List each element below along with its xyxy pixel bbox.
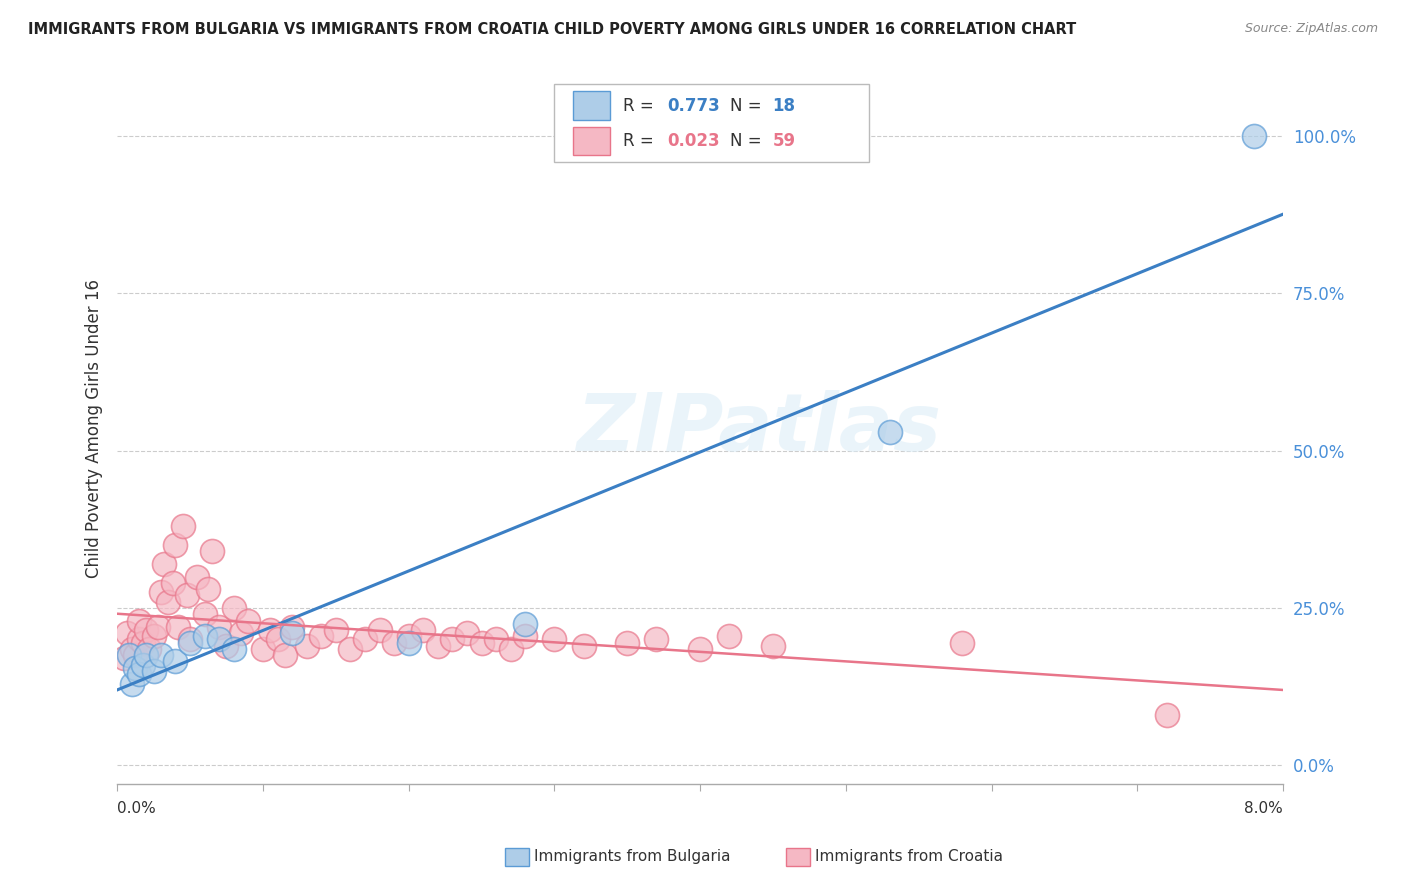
Point	[274, 648, 297, 663]
Point	[718, 629, 741, 643]
Point	[114, 651, 136, 665]
Point	[179, 635, 201, 649]
Point	[135, 648, 157, 663]
Point	[339, 641, 361, 656]
Point	[138, 641, 160, 656]
Point	[194, 607, 217, 622]
Point	[229, 626, 252, 640]
Text: 0.0%: 0.0%	[117, 800, 156, 815]
Point	[179, 632, 201, 647]
Point	[572, 639, 595, 653]
Point	[222, 641, 245, 656]
Point	[132, 635, 155, 649]
Point	[689, 641, 711, 656]
Text: Immigrants from Croatia: Immigrants from Croatia	[815, 849, 1004, 863]
Point	[132, 657, 155, 672]
Point	[194, 629, 217, 643]
Point	[266, 632, 288, 647]
Point	[128, 667, 150, 681]
FancyBboxPatch shape	[574, 92, 610, 120]
Text: 0.773: 0.773	[668, 96, 720, 115]
Point	[470, 635, 492, 649]
Point	[762, 639, 785, 653]
Point	[309, 629, 332, 643]
Point	[398, 635, 420, 649]
Point	[485, 632, 508, 647]
Text: N =: N =	[731, 96, 768, 115]
Text: R =: R =	[623, 96, 659, 115]
Text: IMMIGRANTS FROM BULGARIA VS IMMIGRANTS FROM CROATIA CHILD POVERTY AMONG GIRLS UN: IMMIGRANTS FROM BULGARIA VS IMMIGRANTS F…	[28, 22, 1077, 37]
Point	[124, 648, 146, 663]
Point	[153, 557, 176, 571]
FancyBboxPatch shape	[554, 84, 869, 161]
Point	[412, 623, 434, 637]
Point	[165, 655, 187, 669]
Point	[172, 519, 194, 533]
Point	[952, 635, 974, 649]
Point	[456, 626, 478, 640]
Text: 8.0%: 8.0%	[1244, 800, 1284, 815]
Point	[128, 614, 150, 628]
Point	[208, 632, 231, 647]
Point	[167, 620, 190, 634]
Text: Source: ZipAtlas.com: Source: ZipAtlas.com	[1244, 22, 1378, 36]
Point	[124, 661, 146, 675]
Point	[645, 632, 668, 647]
Point	[118, 648, 141, 663]
Point	[165, 538, 187, 552]
Point	[135, 623, 157, 637]
Text: 18: 18	[772, 96, 796, 115]
Point	[157, 595, 180, 609]
Point	[354, 632, 377, 647]
Point	[128, 632, 150, 647]
Point	[176, 588, 198, 602]
Point	[208, 620, 231, 634]
Point	[382, 635, 405, 649]
Point	[162, 575, 184, 590]
Point	[325, 623, 347, 637]
Point	[426, 639, 449, 653]
Point	[197, 582, 219, 596]
Point	[543, 632, 565, 647]
Point	[149, 648, 172, 663]
Point	[1156, 708, 1178, 723]
Point	[215, 639, 238, 653]
Point	[499, 641, 522, 656]
Point	[121, 641, 143, 656]
Text: N =: N =	[731, 132, 768, 150]
Text: R =: R =	[623, 132, 659, 150]
Point	[368, 623, 391, 637]
Point	[515, 629, 537, 643]
Point	[121, 676, 143, 690]
Point	[616, 635, 638, 649]
Text: ZIPatlas: ZIPatlas	[576, 390, 941, 467]
Point	[142, 629, 165, 643]
Text: Immigrants from Bulgaria: Immigrants from Bulgaria	[534, 849, 731, 863]
Point	[398, 629, 420, 643]
Point	[186, 569, 208, 583]
Y-axis label: Child Poverty Among Girls Under 16: Child Poverty Among Girls Under 16	[86, 279, 103, 578]
Point	[201, 544, 224, 558]
Point	[441, 632, 464, 647]
Point	[146, 620, 169, 634]
Point	[149, 585, 172, 599]
Point	[879, 425, 901, 439]
Point	[281, 620, 304, 634]
Point	[515, 616, 537, 631]
Point	[259, 623, 281, 637]
Point	[252, 641, 274, 656]
Point	[117, 626, 139, 640]
Text: 59: 59	[772, 132, 796, 150]
Point	[222, 601, 245, 615]
Point	[1243, 128, 1265, 143]
Point	[295, 639, 318, 653]
FancyBboxPatch shape	[574, 127, 610, 155]
Point	[142, 664, 165, 678]
Text: 0.023: 0.023	[668, 132, 720, 150]
Point	[281, 626, 304, 640]
Point	[238, 614, 260, 628]
